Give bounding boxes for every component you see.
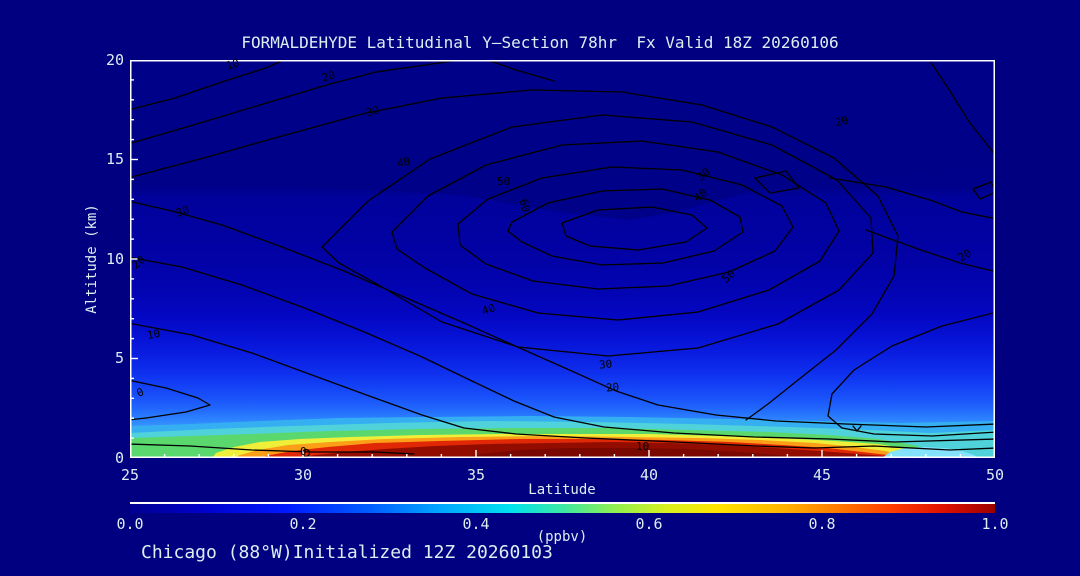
y-tick-label-15: 15 — [105, 150, 124, 168]
contour-level-label: 20 — [320, 68, 337, 85]
contour-plot: 10 20 30 40 50 60 20 30 40 50 20 30 20 10 0 40 30 20 10 0 — [129, 56, 995, 458]
x-tick-label-30: 30 — [293, 466, 313, 484]
y-tick-label-10: 10 — [105, 250, 124, 268]
contour-level-label: 0 — [300, 445, 307, 458]
contour-level-label: 30 — [598, 357, 613, 372]
contour-plot-canvas — [130, 60, 995, 458]
colorbar-tick-0.0: 0.0 — [116, 515, 144, 533]
contour-level-label: 20 — [605, 380, 620, 395]
colorbar-tick-1.0: 1.0 — [981, 515, 1009, 533]
colorbar-tick-0.8: 0.8 — [808, 515, 836, 533]
colorbar-units: (ppbv) — [536, 529, 588, 545]
x-tick-label-40: 40 — [639, 466, 659, 484]
plot-title: FORMALDEHYDE Latitudinal Y–Section 78hr … — [241, 33, 839, 52]
x-tick-label-45: 45 — [812, 466, 832, 484]
x-axis-title: Latitude — [528, 482, 596, 498]
x-tick-label-25: 25 — [120, 466, 140, 484]
contour-level-label: 10 — [636, 440, 650, 453]
contour-level-label: 10 — [145, 326, 162, 343]
footer-init-text: Chicago (88°W)Initialized 12Z 20260103 — [141, 542, 553, 563]
y-tick-label-0: 0 — [114, 449, 124, 467]
contour-level-label: 40 — [395, 154, 412, 171]
y-tick-label-5: 5 — [114, 349, 124, 367]
x-tick-label-35: 35 — [466, 466, 486, 484]
contour-level-label: 50 — [497, 175, 511, 188]
plot-frame — [130, 60, 995, 458]
y-tick-label-20: 20 — [105, 51, 124, 69]
contour-lines — [130, 60, 995, 458]
contour-level-label: 30 — [364, 103, 381, 120]
x-tick-label-50: 50 — [985, 466, 1005, 484]
contour-level-label: 60 — [516, 197, 533, 214]
contour-level-label: 20 — [833, 113, 850, 130]
colorbar-tick-0.2: 0.2 — [289, 515, 317, 533]
colorbar — [130, 502, 995, 513]
colorbar-tick-0.4: 0.4 — [462, 515, 490, 533]
contour-level-label: 10 — [224, 56, 241, 73]
shaded-band-dark-upper — [130, 60, 995, 220]
colorbar-tick-0.6: 0.6 — [635, 515, 663, 533]
